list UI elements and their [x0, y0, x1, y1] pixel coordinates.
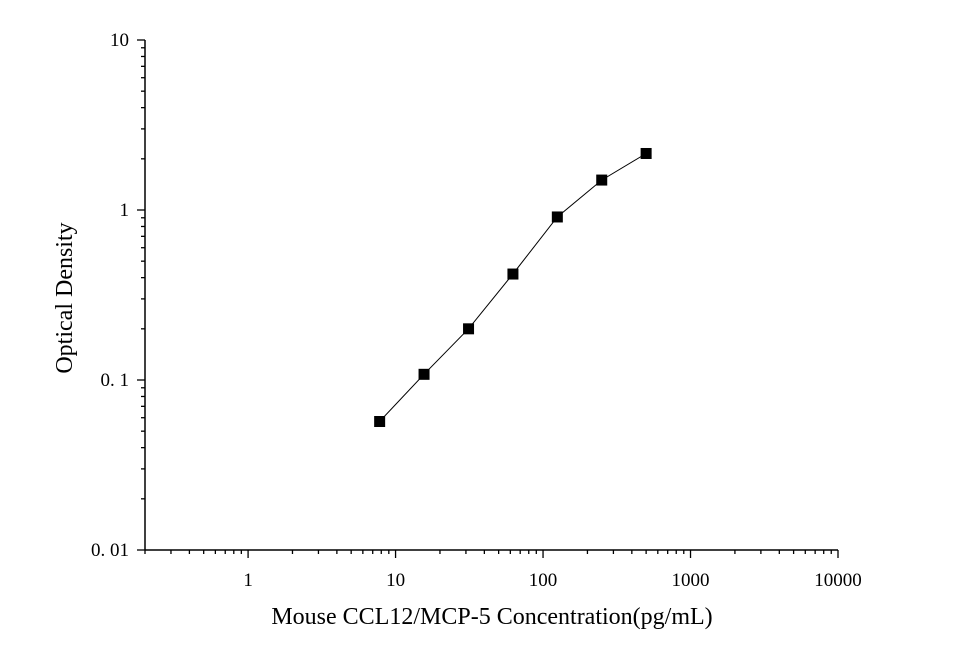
x-tick-label: 1 [243, 570, 253, 591]
data-point [551, 211, 563, 223]
x-tick-label: 100 [529, 570, 558, 591]
data-point [596, 174, 608, 186]
y-tick-labels: 0. 01 0. 1 1 10 [91, 30, 129, 561]
axes [137, 39, 839, 558]
data-point [463, 323, 475, 335]
data-point [640, 147, 652, 159]
y-axis-title: Optical Density [52, 222, 78, 373]
series [374, 147, 652, 428]
data-point [374, 416, 386, 428]
y-tick-label: 10 [110, 30, 129, 51]
y-tick-label: 0. 01 [91, 540, 129, 561]
data-point [507, 268, 519, 280]
x-tick-label: 10000 [814, 570, 862, 591]
x-axis-title: Mouse CCL12/MCP-5 Concentration(pg/mL) [271, 604, 712, 630]
x-tick-label: 10 [386, 570, 405, 591]
x-tick-label: 1000 [672, 570, 710, 591]
y-tick-label: 0. 1 [101, 370, 130, 391]
data-point [418, 368, 430, 380]
series-line [379, 153, 647, 422]
x-tick-labels: 1 10 100 1000 10000 [243, 570, 861, 591]
y-tick-label: 1 [120, 200, 130, 221]
